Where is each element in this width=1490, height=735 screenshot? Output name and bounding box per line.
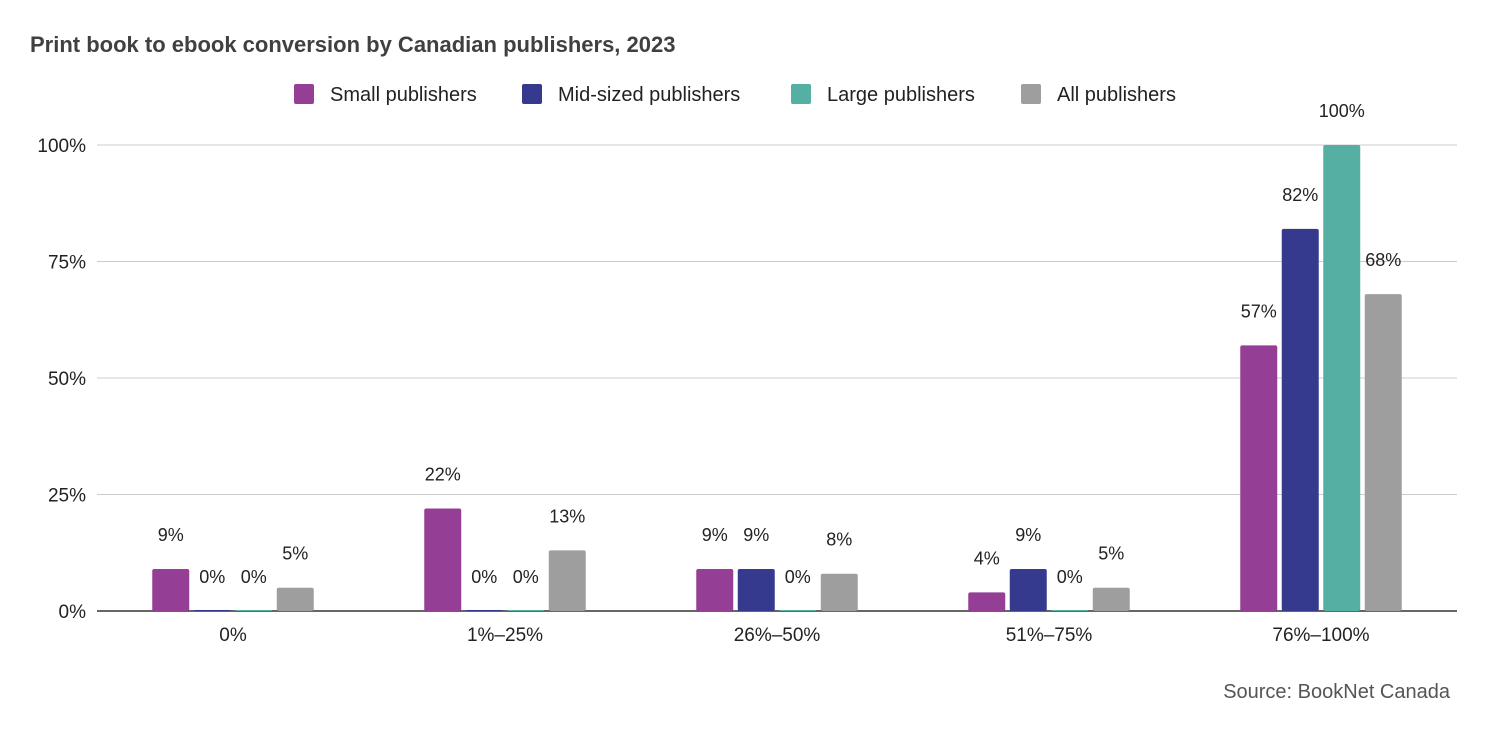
- data-label: 0%: [785, 567, 811, 587]
- data-label: 9%: [702, 525, 728, 545]
- x-tick-label: 1%–25%: [467, 625, 543, 646]
- bar: [779, 610, 817, 611]
- data-label: 8%: [826, 530, 852, 550]
- data-label: 0%: [199, 567, 225, 587]
- source-note: Source: BookNet Canada: [1223, 681, 1451, 703]
- data-label: 4%: [974, 548, 1000, 568]
- bar: [1323, 145, 1361, 611]
- data-label: 0%: [513, 567, 539, 587]
- bar: [1051, 610, 1089, 611]
- bar: [1092, 587, 1130, 611]
- data-label: 5%: [1098, 544, 1124, 564]
- y-axis: 0% 25% 50% 75% 100%: [37, 136, 86, 623]
- y-tick-label: 0%: [59, 602, 87, 623]
- bar: [968, 592, 1006, 611]
- data-label: 0%: [471, 567, 497, 587]
- legend-swatch: [1021, 84, 1041, 104]
- x-tick-label: 26%–50%: [734, 625, 821, 646]
- bar: [424, 508, 462, 611]
- y-tick-label: 25%: [48, 486, 86, 507]
- y-tick-label: 75%: [48, 253, 86, 274]
- bar: [696, 569, 734, 611]
- x-axis: 0% 1%–25% 26%–50% 51%–75% 76%–100%: [219, 625, 1369, 646]
- bar: [465, 610, 503, 611]
- bar: [1281, 228, 1319, 611]
- data-label: 0%: [1057, 567, 1083, 587]
- x-tick-label: 76%–100%: [1272, 625, 1369, 646]
- bar: [548, 550, 586, 611]
- data-label: 100%: [1319, 101, 1365, 121]
- bar: [507, 610, 545, 611]
- bars: [152, 145, 1402, 611]
- legend-label: All publishers: [1057, 84, 1176, 106]
- data-labels: 9% 0% 0% 5% 22% 0% 0% 13% 9% 9% 0% 8% 4% 9% 0% 5% 57% 82%…: [158, 101, 1402, 587]
- legend-label: Mid-sized publishers: [558, 84, 740, 106]
- chart-title: Print book to ebook conversion by Canadi…: [30, 32, 675, 57]
- data-label: 9%: [158, 525, 184, 545]
- data-label: 13%: [549, 506, 585, 526]
- bar: [820, 573, 858, 611]
- data-label: 22%: [425, 464, 461, 484]
- data-label: 0%: [241, 567, 267, 587]
- legend-label: Large publishers: [827, 84, 975, 106]
- bar: [1009, 569, 1047, 611]
- data-label: 82%: [1282, 185, 1318, 205]
- x-tick-label: 51%–75%: [1006, 625, 1093, 646]
- y-tick-label: 100%: [37, 136, 86, 157]
- data-label: 57%: [1241, 301, 1277, 321]
- y-tick-label: 50%: [48, 369, 86, 390]
- x-tick-label: 0%: [219, 625, 247, 646]
- bar: [737, 569, 775, 611]
- gridlines: [97, 144, 1457, 612]
- data-label: 5%: [282, 544, 308, 564]
- legend-label: Small publishers: [330, 84, 477, 106]
- data-label: 68%: [1365, 250, 1401, 270]
- bar: [152, 569, 190, 611]
- legend-swatch: [791, 84, 811, 104]
- bar: [1364, 294, 1402, 611]
- legend-swatch: [522, 84, 542, 104]
- data-label: 9%: [1015, 525, 1041, 545]
- data-label: 9%: [743, 525, 769, 545]
- legend-swatch: [294, 84, 314, 104]
- legend: Small publishers Mid-sized publishers Larg…: [294, 84, 1176, 106]
- bar: [235, 610, 273, 611]
- bar: [193, 610, 231, 611]
- bar: [1240, 345, 1278, 611]
- bar: [276, 587, 314, 611]
